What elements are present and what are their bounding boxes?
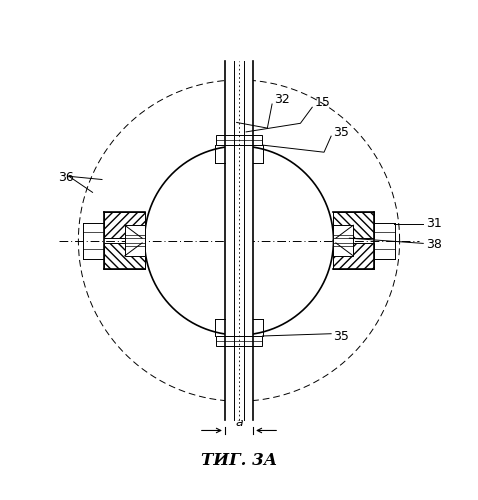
Bar <box>334 212 374 238</box>
Bar <box>225 61 253 420</box>
Text: a: a <box>235 416 243 428</box>
Text: ΤИГ. 3А: ΤИГ. 3А <box>201 452 277 468</box>
Text: 38: 38 <box>425 238 442 251</box>
Text: 31: 31 <box>425 217 441 230</box>
Bar <box>104 243 144 269</box>
Bar <box>125 225 144 256</box>
Bar <box>217 134 261 145</box>
Bar <box>104 212 144 238</box>
Bar <box>334 225 353 256</box>
Text: 32: 32 <box>274 92 290 106</box>
Text: 15: 15 <box>315 96 330 109</box>
Bar <box>334 243 374 269</box>
Text: 36: 36 <box>58 172 74 184</box>
Bar <box>217 336 261 346</box>
Text: 35: 35 <box>334 330 349 344</box>
Text: 35: 35 <box>334 126 349 140</box>
